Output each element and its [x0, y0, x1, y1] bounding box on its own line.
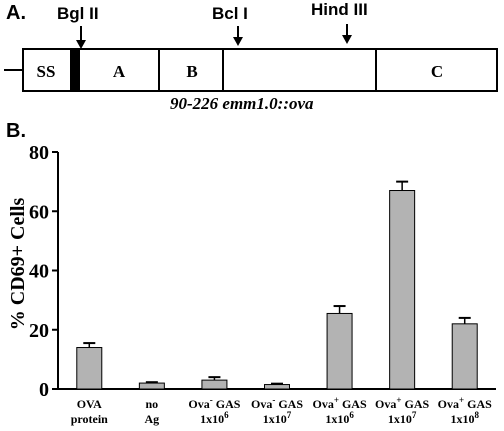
x-tick-label-line1: OVA	[77, 397, 102, 411]
x-tick-label-line2: 1x106	[325, 410, 354, 426]
x-tick-label-line1: Ova- GAS	[251, 395, 303, 411]
x-tick-label-line2: 1x108	[450, 410, 479, 426]
bar	[326, 312, 353, 390]
hindiii-arrow-icon	[342, 24, 352, 44]
x-tick-label-line1: no	[146, 397, 159, 411]
construct-name: 90-226 emm1.0::ova	[170, 94, 314, 113]
x-tick-label-line1: Ova+ GAS	[312, 395, 366, 411]
y-tick-label: 20	[29, 320, 49, 342]
restriction-site-hindiii-label: Hind III	[311, 0, 368, 19]
y-ticks: 0 20 40 60 80	[29, 142, 58, 401]
axes	[57, 152, 496, 390]
segment-b-label: B	[186, 62, 197, 81]
x-tick-label-line2: Ag	[145, 412, 160, 426]
bcli-arrow-icon	[233, 26, 243, 46]
x-tick-label-line2: 1x107	[263, 410, 292, 426]
segment-a-label: A	[113, 62, 126, 81]
y-tick-label: 60	[29, 201, 49, 223]
bars	[76, 180, 478, 390]
x-tick-label-line2: 1x106	[200, 410, 229, 426]
x-tick-label-line2: protein	[71, 412, 108, 426]
bar	[201, 379, 228, 390]
ova-insert-block	[70, 49, 80, 91]
y-tick-label: 40	[29, 261, 49, 283]
y-tick-label: 0	[39, 379, 49, 401]
bar	[451, 323, 478, 390]
x-tick-label-line2: 1x107	[388, 410, 417, 426]
x-tick-label-line1: Ova+ GAS	[438, 395, 492, 411]
y-tick-label: 80	[29, 142, 49, 164]
gene-map: SS A B C	[4, 24, 498, 92]
bar	[138, 382, 165, 390]
x-tick-label-line1: Ova- GAS	[188, 395, 240, 411]
restriction-site-bcli-label: Bcl I	[212, 4, 248, 23]
x-tick-label-line1: Ova+ GAS	[375, 395, 429, 411]
bglii-arrow-icon	[76, 26, 86, 49]
gene-map-outline	[22, 48, 498, 92]
panel-b-label: B.	[6, 120, 26, 142]
panel-a-label: A.	[6, 2, 26, 24]
restriction-site-bglii-label: Bgl II	[57, 4, 99, 23]
segment-c-label: C	[431, 62, 443, 81]
bar	[264, 384, 290, 390]
bar	[389, 190, 416, 390]
bar	[76, 347, 103, 390]
segment-ss-label: SS	[37, 62, 56, 81]
y-axis-label: % CD69+ Cells	[7, 198, 29, 331]
